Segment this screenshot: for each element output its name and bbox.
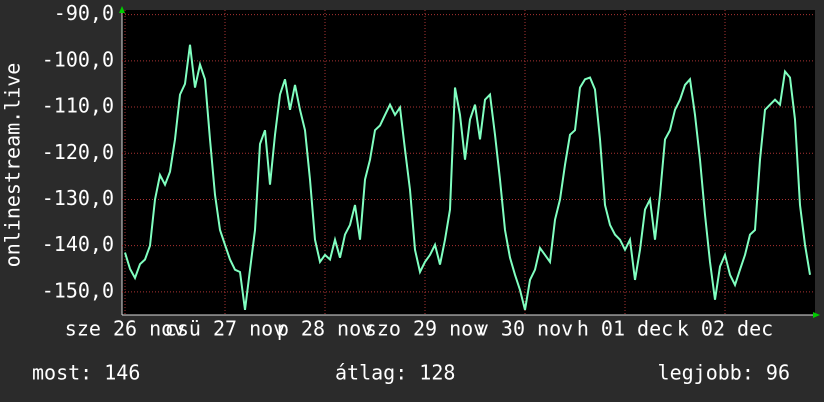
x-tick-label: szo 29 nov [365,317,485,341]
x-tick-label: sze 26 nov [65,317,185,341]
stat-average: átlag: 128 [335,361,455,385]
x-arrow [813,312,820,318]
x-tick-label: csü 27 nov [165,317,285,341]
y-arrow [119,6,125,13]
data-line [124,44,811,311]
x-tick-label: h 01 dec [577,317,673,341]
x-tick-label: v 30 nov [477,317,573,341]
y-tick-label: -130,0 [42,186,114,210]
y-tick-label: -150,0 [42,278,114,302]
y-tick-label: -90,0 [54,1,114,25]
x-tick-label: p 28 nov [277,317,373,341]
y-tick-label: -110,0 [42,94,114,118]
y-tick-label: -100,0 [42,47,114,71]
stat-best: legjobb: 96 [658,361,790,385]
y-axis-label: onlinestream.live [1,63,25,268]
y-tick-label: -140,0 [42,232,114,256]
stat-current: most: 146 [32,361,140,385]
x-tick-label: k 02 dec [677,317,773,341]
y-tick-label: -120,0 [42,140,114,164]
